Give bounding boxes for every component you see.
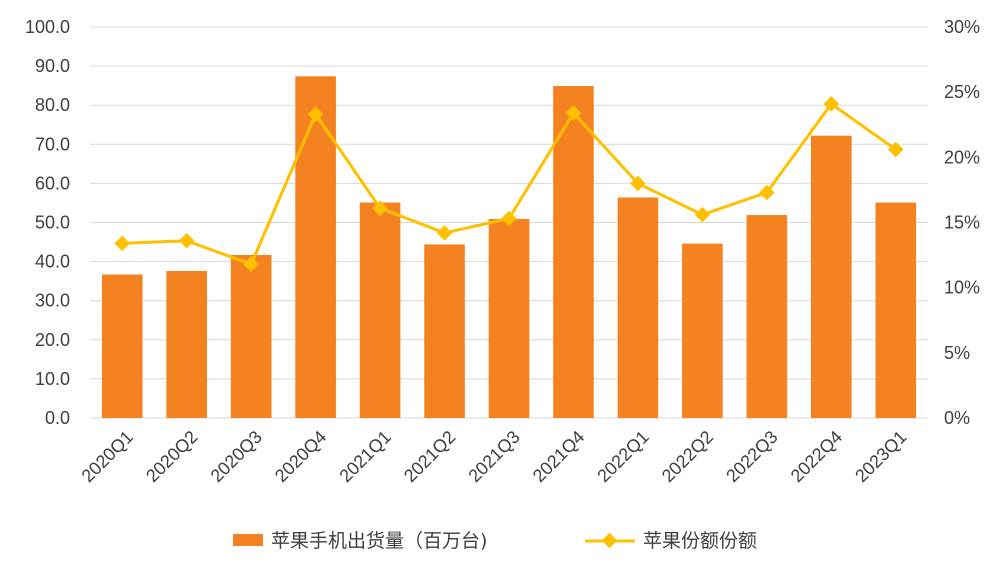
legend-bar-swatch [233,534,263,546]
bar [617,197,659,418]
line-point [887,141,904,158]
left-axis-ticks: 0.0 10.0 20.0 30.0 40.0 50.0 60.0 70.0 80.0 90.0 1… [25,17,70,428]
right-tick-label: 0% [944,408,970,428]
left-tick-label: 50.0 [35,213,70,233]
left-tick-label: 40.0 [35,252,70,272]
left-tick-label: 100.0 [25,17,70,37]
left-tick-label: 60.0 [35,173,70,193]
line-point [114,235,131,252]
left-tick-label: 20.0 [35,330,70,350]
x-tick-label: 2020Q2 [142,427,201,486]
bar [101,274,143,418]
legend: 苹果手机出货量（百万台) 苹果份额份额 [233,530,757,552]
right-tick-label: 5% [944,343,970,363]
left-tick-label: 0.0 [45,408,70,428]
x-tick-label: 2022Q3 [722,427,781,486]
bar [295,76,336,419]
x-tick-label: 2021Q1 [335,427,394,486]
x-tick-label: 2020Q4 [271,427,330,486]
left-tick-label: 70.0 [35,134,70,154]
right-tick-label: 15% [944,213,980,233]
left-tick-label: 80.0 [35,95,70,115]
left-tick-label: 10.0 [35,369,70,389]
bar [488,218,530,418]
bar [875,202,917,418]
x-tick-label: 2020Q1 [78,427,137,486]
right-tick-label: 25% [944,82,980,102]
line-point [694,206,711,223]
bar [230,254,272,418]
bar [166,270,207,418]
right-tick-label: 30% [944,17,980,37]
bar [424,244,465,418]
bar-series [101,76,917,419]
bar [682,243,723,418]
bar [746,215,788,418]
line-point [178,232,195,249]
left-tick-label: 90.0 [35,56,70,76]
bar [359,202,401,418]
x-tick-label: 2022Q2 [658,427,717,486]
legend-bar-label: 苹果手机出货量（百万台) [271,530,487,552]
line-point [243,256,259,272]
line-point [630,175,646,192]
legend-line-label: 苹果份额份额 [643,530,757,552]
line-point [372,200,388,216]
x-tick-label: 2021Q3 [464,427,523,486]
x-tick-label: 2023Q1 [851,427,910,486]
x-tick-label: 2022Q4 [787,427,846,486]
x-tick-label: 2020Q3 [207,427,266,486]
left-tick-label: 30.0 [35,291,70,311]
right-tick-label: 20% [944,147,980,167]
right-axis-ticks: 0% 5% 10% 15% 20% 25% 30% [944,17,980,428]
line-series [114,96,904,272]
legend-line-marker [601,532,618,549]
x-tick-label: 2022Q1 [593,427,652,486]
right-tick-label: 10% [944,278,980,298]
x-axis-ticks: 2020Q1 2020Q2 2020Q3 2020Q4 2021Q1 2021Q2 2021… [78,427,911,486]
x-tick-label: 2021Q4 [529,427,588,486]
x-tick-label: 2021Q2 [400,427,459,486]
line-point [501,210,517,227]
line-point [436,225,453,241]
bar [553,86,594,418]
line-point [759,184,775,201]
bar [811,135,852,418]
